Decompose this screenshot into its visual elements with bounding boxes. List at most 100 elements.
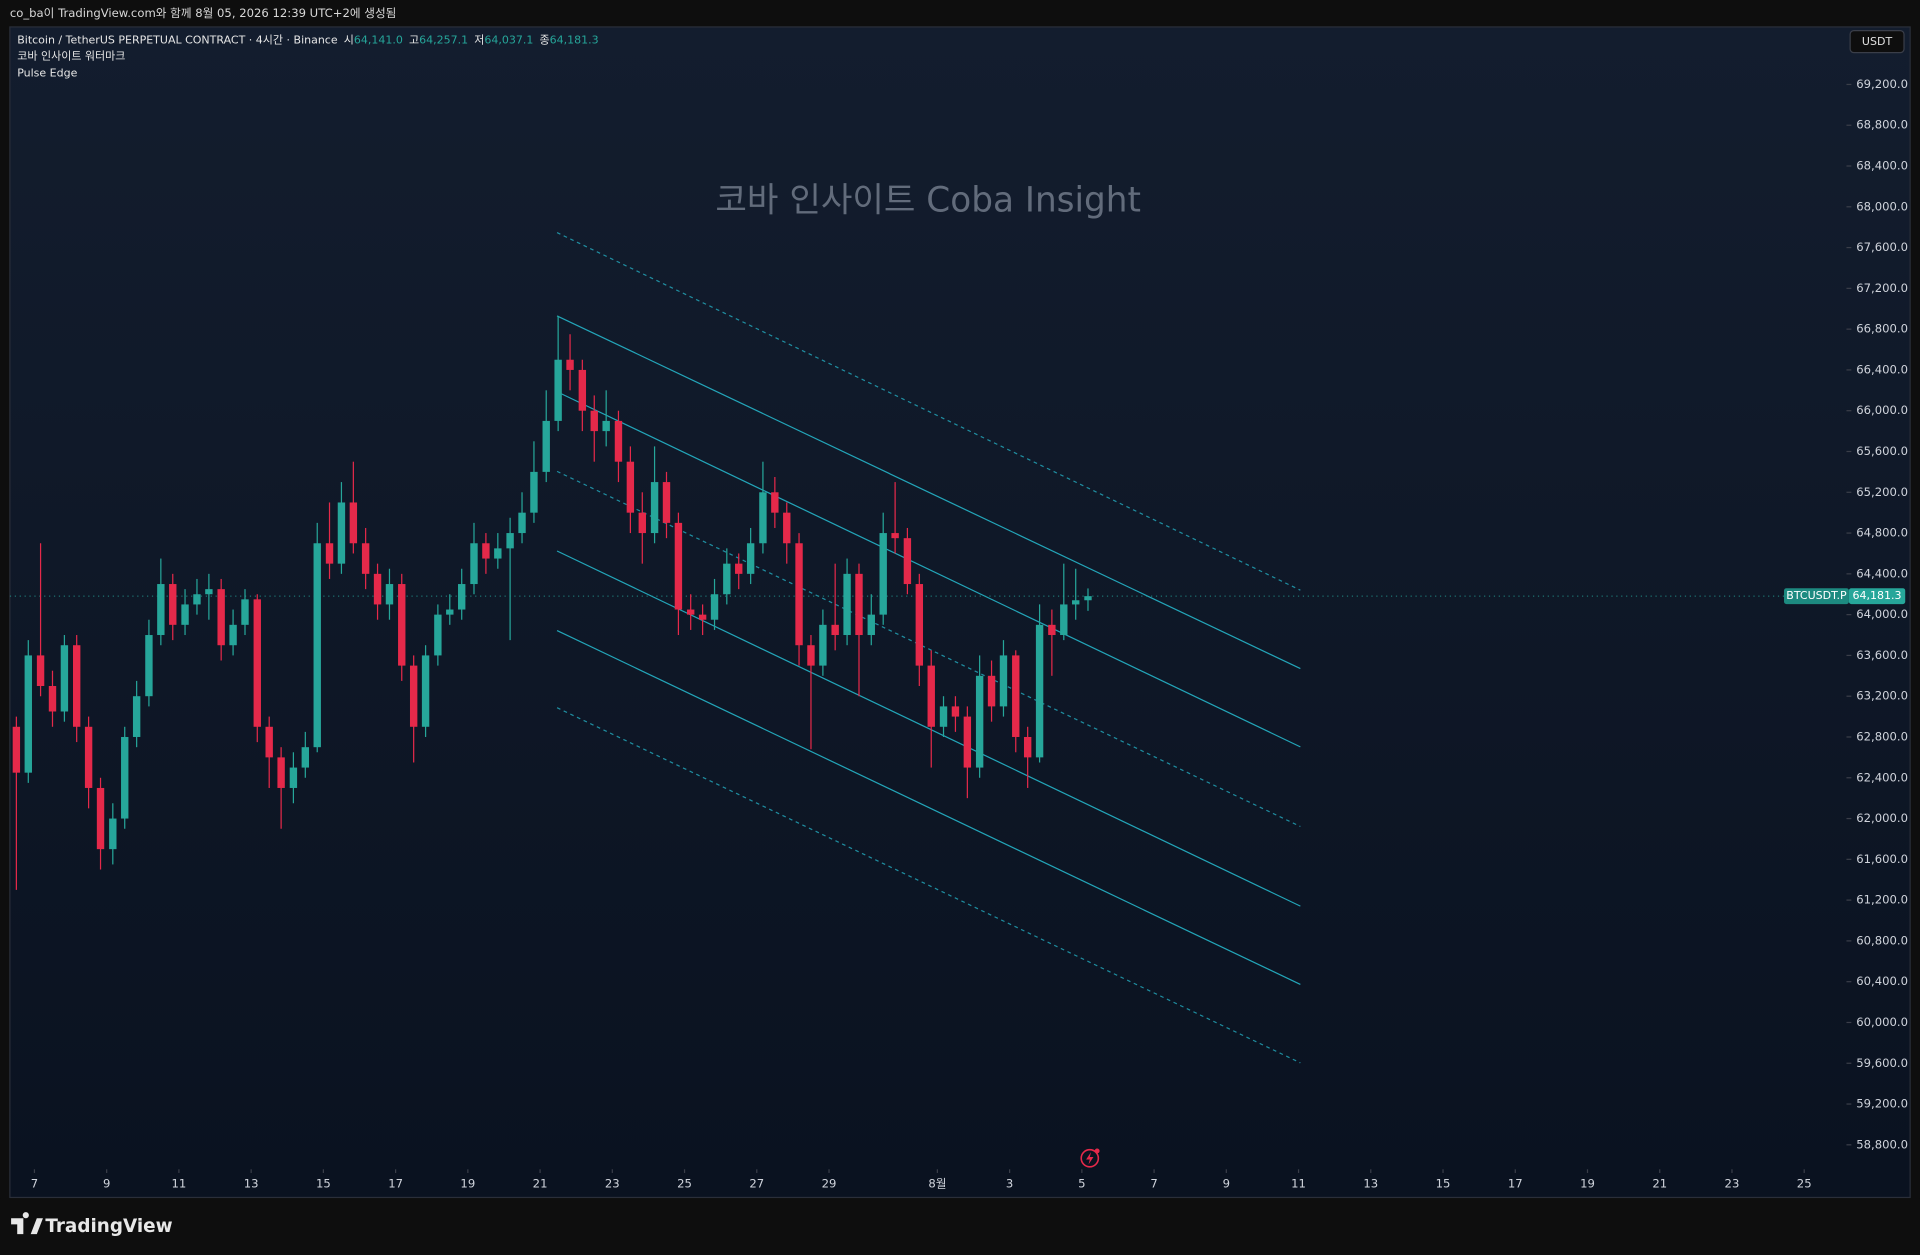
watermark: 코바 인사이트 Coba Insight bbox=[715, 181, 1141, 221]
x-tick-label: 23 bbox=[605, 1176, 620, 1190]
x-tick-label: 7 bbox=[1150, 1176, 1157, 1190]
candle-body bbox=[313, 543, 321, 748]
candle-body bbox=[157, 584, 165, 636]
candle-body bbox=[939, 706, 948, 727]
last-price-tag-bg bbox=[1848, 588, 1906, 605]
candle-body bbox=[735, 563, 743, 574]
candle-body bbox=[409, 665, 418, 727]
candle-body bbox=[578, 369, 587, 411]
candle-body bbox=[60, 645, 69, 712]
candle-body bbox=[301, 747, 310, 768]
y-tick-label: 61,200.0 bbox=[1856, 893, 1908, 907]
alert-ring[interactable] bbox=[1080, 1148, 1100, 1168]
x-tick-label: 9 bbox=[1223, 1176, 1230, 1190]
last-price-tag: 64,181.3 bbox=[1853, 589, 1902, 602]
y-tick-label: 66,400.0 bbox=[1856, 362, 1908, 376]
candle-body bbox=[12, 726, 21, 773]
indicator[interactable]: Pulse Edge bbox=[17, 66, 77, 79]
indicator[interactable]: 코바 인사이트 워터마크 bbox=[17, 49, 125, 62]
y-tick-label: 60,800.0 bbox=[1856, 933, 1908, 947]
candle-body bbox=[277, 757, 285, 788]
candle-body bbox=[530, 471, 538, 513]
y-tick-label: 59,200.0 bbox=[1856, 1097, 1908, 1111]
channel-line bbox=[556, 315, 1301, 670]
ohlc-label: 종 bbox=[539, 33, 549, 46]
y-tick-label: 65,200.0 bbox=[1856, 485, 1908, 499]
y-tick-label: 66,800.0 bbox=[1856, 322, 1908, 336]
ohlc-label: 고 bbox=[409, 33, 419, 46]
candle-body bbox=[855, 573, 863, 636]
candle-body bbox=[337, 502, 346, 564]
candle-body bbox=[638, 512, 646, 534]
candle-body bbox=[590, 410, 598, 432]
x-tick-label: 23 bbox=[1725, 1176, 1740, 1190]
y-tick-label: 65,600.0 bbox=[1856, 444, 1908, 458]
alert-bolt bbox=[1086, 1152, 1094, 1165]
x-tick-label: 15 bbox=[1436, 1176, 1451, 1190]
candle-body bbox=[999, 655, 1008, 707]
y-tick-label: 64,000.0 bbox=[1856, 607, 1908, 621]
y-tick-label: 68,800.0 bbox=[1856, 118, 1908, 132]
candle-body bbox=[746, 543, 755, 574]
x-tick-label: 15 bbox=[316, 1176, 331, 1190]
ohlc-value: 64,037.1 bbox=[484, 33, 533, 46]
x-tick-label: 21 bbox=[1652, 1176, 1667, 1190]
candle-body bbox=[1060, 604, 1068, 636]
y-tick-label: 68,000.0 bbox=[1856, 199, 1908, 213]
x-tick-label: 7 bbox=[31, 1176, 38, 1190]
candle-body bbox=[951, 706, 960, 717]
candle-body bbox=[217, 589, 225, 646]
currency-button[interactable] bbox=[1849, 29, 1905, 54]
y-tick-label: 63,600.0 bbox=[1856, 648, 1908, 662]
candle-body bbox=[121, 736, 129, 819]
candle-body bbox=[963, 716, 972, 768]
candle-body bbox=[903, 538, 912, 585]
candle-body bbox=[1012, 655, 1020, 737]
candle-body bbox=[1035, 624, 1044, 758]
x-tick-label: 17 bbox=[1508, 1176, 1523, 1190]
x-tick-label: 29 bbox=[822, 1176, 837, 1190]
channel-line bbox=[556, 707, 1301, 1064]
symbol-tag: BTCUSDT.P bbox=[1786, 589, 1847, 602]
candle-body bbox=[602, 420, 610, 432]
y-tick-label: 67,200.0 bbox=[1856, 281, 1908, 295]
currency[interactable]: USDT bbox=[1862, 35, 1893, 48]
candle-body bbox=[975, 675, 984, 768]
candle-body bbox=[1023, 736, 1032, 758]
candle-body bbox=[229, 624, 237, 646]
candle-body bbox=[795, 543, 803, 646]
candle-body bbox=[494, 548, 502, 559]
y-tick-label: 69,200.0 bbox=[1856, 77, 1908, 91]
ohlc-label: 시 bbox=[344, 33, 354, 46]
y-tick-label: 63,200.0 bbox=[1856, 689, 1908, 703]
x-tick-label: 8월 bbox=[928, 1176, 946, 1190]
channel-line bbox=[556, 232, 1301, 591]
channel-line bbox=[556, 470, 1301, 828]
candle-body bbox=[446, 609, 454, 615]
y-tick-label: 67,600.0 bbox=[1856, 240, 1908, 254]
candle-body bbox=[253, 599, 261, 727]
candle-body bbox=[169, 584, 177, 625]
candle-body bbox=[325, 543, 334, 564]
candle-body bbox=[554, 359, 562, 421]
candle-body bbox=[542, 420, 550, 472]
x-tick-label: 9 bbox=[103, 1176, 110, 1190]
y-tick-label: 62,800.0 bbox=[1856, 729, 1908, 743]
x-tick-label: 21 bbox=[533, 1176, 548, 1190]
candle-body bbox=[241, 599, 249, 625]
alert-icon[interactable] bbox=[1080, 1148, 1100, 1168]
candle-body bbox=[193, 594, 201, 605]
candle-body bbox=[879, 533, 887, 615]
candle-body bbox=[109, 818, 117, 850]
candle-body bbox=[1072, 600, 1080, 605]
alert-dot bbox=[1094, 1148, 1100, 1154]
footer bbox=[0, 1198, 1920, 1255]
x-tick-label: 11 bbox=[1291, 1176, 1306, 1190]
x-tick-label: 13 bbox=[1363, 1176, 1378, 1190]
candle-body bbox=[205, 589, 213, 595]
y-tick-label: 64,400.0 bbox=[1856, 566, 1908, 580]
candle-body bbox=[1084, 596, 1092, 601]
candle-body bbox=[84, 726, 93, 788]
